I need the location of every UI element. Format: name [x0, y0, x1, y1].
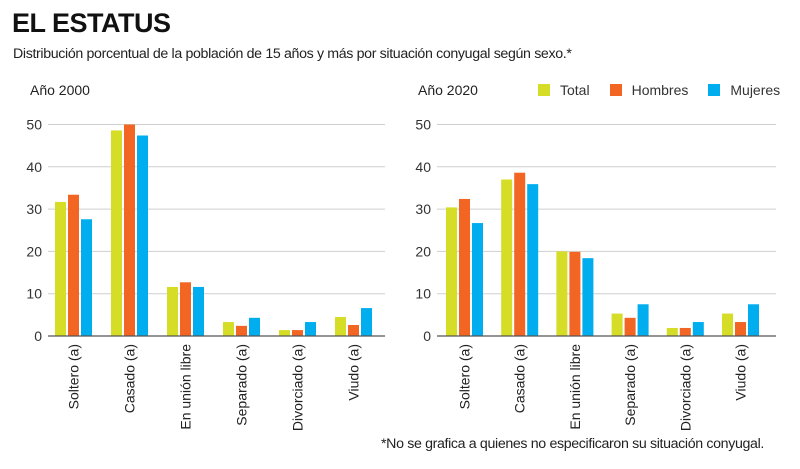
bar-2000-total-3 [223, 322, 234, 336]
bar-2020-mujeres-0 [472, 223, 483, 336]
y-tick-label-2000-20: 20 [26, 243, 42, 259]
bar-2000-mujeres-4 [305, 322, 316, 336]
bar-2000-total-1 [111, 130, 122, 336]
bar-2000-mujeres-5 [361, 308, 372, 336]
bar-2000-mujeres-3 [249, 317, 260, 336]
x-tick-label-2020-2: En unión libre [567, 344, 583, 430]
x-tick-label-2020-3: Separado (a) [622, 344, 638, 426]
y-tick-label-2000-40: 40 [26, 159, 42, 175]
y-tick-label-2020-40: 40 [415, 159, 431, 175]
y-tick-label-2000-0: 0 [34, 328, 42, 344]
x-tick-label-2000-4: Divorciado (a) [290, 344, 306, 431]
legend: Total Hombres Mujeres [538, 82, 780, 98]
bar-2000-total-0 [55, 201, 66, 336]
y-tick-label-2020-0: 0 [423, 328, 431, 344]
bar-2020-hombres-0 [459, 198, 470, 336]
x-tick-label-2000-0: Soltero (a) [66, 344, 82, 409]
x-tick-label-2000-3: Separado (a) [234, 344, 250, 426]
bar-2000-mujeres-1 [137, 135, 148, 336]
bar-2000-total-4 [279, 330, 290, 336]
y-tick-label-2000-30: 30 [26, 201, 42, 217]
bar-2020-total-2 [556, 251, 568, 336]
x-tick-label-2000-2: En unión libre [178, 344, 194, 430]
bar-2000-hombres-1 [124, 124, 135, 336]
x-tick-label-2020-4: Divorciado (a) [677, 344, 693, 431]
y-tick-label-2020-20: 20 [415, 243, 431, 259]
bar-2020-hombres-4 [679, 327, 691, 336]
bar-2000-total-5 [335, 316, 346, 336]
chart-title: EL ESTATUS [12, 8, 171, 38]
bar-2020-total-0 [446, 207, 457, 336]
bar-2020-total-1 [501, 179, 513, 336]
panel-title-2000: Año 2000 [30, 82, 90, 98]
y-tick-label-2000-50: 50 [26, 117, 42, 133]
x-tick-label-2020-1: Casado (a) [512, 344, 528, 413]
y-tick-label-2020-50: 50 [415, 117, 431, 133]
x-tick-label-2020-5: Viudo (a) [733, 344, 749, 401]
legend-item-mujeres: Mujeres [708, 82, 780, 98]
legend-item-total: Total [538, 82, 590, 98]
bar-2020-hombres-1 [514, 172, 526, 336]
bar-2020-hombres-5 [735, 322, 746, 336]
y-tick-label-2020-10: 10 [415, 286, 431, 302]
legend-swatch-mujeres [708, 84, 721, 96]
bar-2020-mujeres-1 [527, 184, 539, 336]
x-tick-label-2000-5: Viudo (a) [346, 344, 362, 401]
legend-swatch-hombres [609, 84, 622, 96]
legend-swatch-total [538, 84, 550, 96]
bar-2020-hombres-3 [624, 317, 636, 336]
bar-2000-hombres-5 [348, 325, 359, 336]
bar-2020-total-3 [611, 313, 623, 336]
bar-2000-hombres-2 [180, 282, 191, 336]
legend-label-hombres: Hombres [631, 82, 689, 98]
y-tick-label-2000-10: 10 [26, 286, 42, 302]
x-tick-label-2000-1: Casado (a) [122, 344, 138, 413]
bar-2000-hombres-4 [292, 330, 303, 336]
legend-label-mujeres: Mujeres [730, 82, 781, 98]
bar-2000-hombres-0 [68, 194, 79, 336]
legend-item-hombres: Hombres [609, 82, 689, 98]
chart-subtitle: Distribución porcentual de la población … [13, 46, 572, 62]
panel-title-2020: Año 2020 [418, 82, 478, 98]
y-tick-label-2020-30: 30 [415, 201, 431, 217]
bar-2020-mujeres-3 [637, 304, 649, 336]
bar-2020-total-5 [722, 313, 733, 336]
footnote: *No se grafica a quienes no especificaro… [381, 436, 764, 452]
bar-2020-mujeres-4 [692, 322, 704, 336]
legend-label-total: Total [560, 82, 590, 98]
bar-2000-mujeres-2 [193, 286, 204, 336]
bar-2020-hombres-2 [569, 251, 581, 336]
bar-2020-mujeres-2 [582, 258, 594, 336]
bar-2020-mujeres-5 [748, 304, 759, 336]
bar-2000-hombres-3 [236, 325, 247, 336]
bar-2000-mujeres-0 [81, 219, 92, 336]
bar-2020-total-4 [666, 327, 678, 336]
x-tick-label-2020-0: Soltero (a) [457, 344, 473, 409]
bar-2000-total-2 [167, 286, 178, 336]
